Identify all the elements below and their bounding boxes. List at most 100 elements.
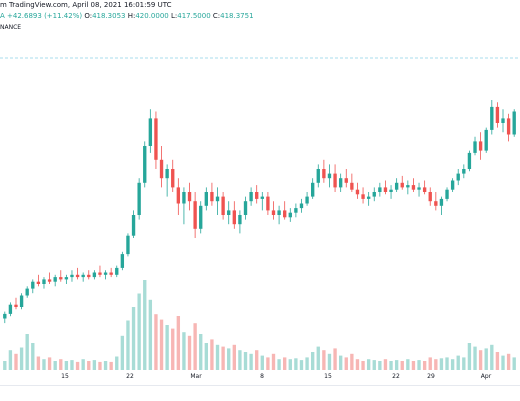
candle [417,182,421,197]
candle [199,201,203,234]
candle [131,210,136,238]
volume-bar [333,348,337,370]
candle-body [204,192,208,206]
volume-bar [372,360,376,370]
candle-body [199,205,203,229]
candle [299,198,304,213]
candle [271,201,276,220]
volume-bar [495,352,500,370]
volume-bar [227,348,231,370]
volume-bar [176,316,181,370]
close-label: C: [212,12,221,20]
candle-body [445,189,449,199]
volume-bar [316,346,320,370]
volume-bar [120,335,125,370]
candle [366,192,371,206]
volume-bar [422,361,427,370]
candle-body [283,210,287,218]
candle-body [227,210,231,215]
candle-body [378,187,382,192]
candle-body [456,173,460,181]
candle [227,201,231,225]
candle [394,178,399,192]
candle [450,178,455,192]
candle [42,277,46,289]
candle-body [316,169,320,183]
volume-bar [47,357,52,370]
volume-bar [109,361,113,370]
candle [512,109,516,137]
volume-bar [506,353,511,370]
volume-bar [199,334,203,370]
candle-body [232,210,236,225]
candle [31,279,35,294]
volume-bar [36,356,41,370]
chart-source-line: m TradingView.com, April 08, 2021 16:01:… [0,0,520,11]
candle-body [109,272,113,275]
volume-bar [383,359,388,370]
volume-bar [512,357,516,370]
volume-bar [271,353,276,370]
candlestick-chart[interactable] [0,0,520,371]
candle-body [182,192,186,204]
candle [456,169,460,186]
candle-body [439,198,444,206]
candle [221,192,225,220]
volume-bar [19,347,24,370]
candle [98,265,102,278]
candle-body [473,141,477,153]
volume-bar [193,323,197,370]
volume-bar [81,359,85,370]
candle [215,187,220,215]
volume-bar [338,355,343,370]
candle [143,141,147,188]
volume-bar [299,360,304,370]
candle [372,187,376,202]
candle [361,187,365,204]
volume-bar [366,359,371,370]
volume-bar [159,319,164,370]
x-tick-label: 15 [324,373,332,380]
candle-body [92,272,97,278]
candle [383,180,388,195]
candle-body [137,182,141,215]
volume-bar [266,357,270,370]
candle-body [187,192,192,202]
volume-bar [3,361,7,370]
candle [327,164,332,188]
candle [238,210,242,234]
volume-bar [473,346,477,370]
candle [187,182,192,211]
volume-bar [428,357,432,370]
candle-body [288,212,292,218]
candle-body [260,196,264,199]
candle-body [389,189,393,192]
candle [249,187,253,206]
candle [176,178,181,215]
candle [467,150,472,172]
candle-body [338,178,343,188]
candle-body [165,169,169,179]
volume-bar [53,361,57,370]
candle [434,192,438,211]
candle-body [103,272,108,275]
candle-body [355,189,360,195]
candle-body [299,203,304,209]
volume-bar [406,359,410,370]
candle-body [238,215,242,225]
volume-bar [31,343,35,370]
candle-body [255,192,259,199]
candle [355,182,360,199]
candle [305,192,309,206]
candle [92,270,97,280]
volume-bar [165,325,169,370]
candle [344,169,348,188]
volume-bar [400,361,404,370]
volume-bar [439,358,444,370]
candle-body [47,279,52,282]
candle-body [143,146,147,183]
candle [75,267,80,280]
candle [422,180,427,195]
volume-bar [311,352,315,370]
candle-body [501,118,505,123]
